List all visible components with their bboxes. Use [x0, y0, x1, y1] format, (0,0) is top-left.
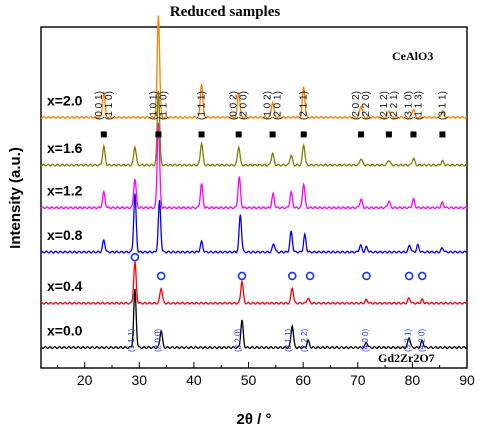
series-label: x=2.0 [47, 92, 83, 108]
gd2zr2o7-marker [305, 271, 315, 281]
hkl-label-top: (0 0 1) [94, 91, 105, 120]
x-tick-label: 50 [241, 372, 257, 388]
x-tick-label: 60 [295, 372, 311, 388]
x-tick-label: 30 [132, 372, 148, 388]
gd2zr2o7-marker [287, 271, 297, 281]
ceaalo3-marker [269, 131, 276, 138]
gd2zr2o7-hkl-labels: (1 1 1) (2 0 0) (2 2 0) (3 1 1) (2 2 2) (4 0 … [127, 329, 427, 352]
hkl-label-top: (1 1 0) [158, 91, 169, 120]
trace-x1-2 [40, 122, 468, 210]
hkl-label-bottom: (3 3 1) [403, 329, 412, 352]
series-label: x=0.8 [47, 227, 83, 243]
hkl-label-bottom: (1 1 1) [127, 329, 136, 352]
phase-label-top: CeAlO3 [392, 49, 433, 63]
x-tick-label: 40 [186, 372, 202, 388]
ceaalo3-marker [300, 131, 307, 138]
hkl-label-top: (2 1 1) [299, 91, 310, 120]
ceaalo3-marker [358, 131, 365, 138]
hkl-label-top: (1 1 0) [104, 91, 115, 120]
hkl-label-top: (3 1 1) [437, 91, 448, 120]
hkl-label-top: (2 0 2) [351, 91, 362, 120]
gd2zr2o7-marker [156, 271, 166, 281]
x-axis: 20 30 40 50 60 70 80 90 [56, 362, 475, 388]
hkl-label-top: (2 1 2) [379, 91, 390, 120]
gd2zr2o7-marker [130, 252, 140, 262]
gd2zr2o7-marker [417, 271, 427, 281]
phase-label-bottom: Gd2Zr2O7 [378, 351, 435, 365]
hkl-label-top: (1 1 1) [197, 91, 208, 120]
trace-x0-0 [40, 288, 468, 350]
ceaalo3-hkl-labels: (0 0 1) (1 1 0) (1 0 1) (1 1 0) (1 1 1) (0 0 … [94, 91, 449, 120]
ceaalo3-marker [385, 131, 392, 138]
gd2zr2o7-marker [362, 271, 371, 281]
ceaalo3-marker [235, 131, 242, 138]
hkl-label-top: (0 0 2) [229, 91, 240, 120]
hkl-label-top: (1 1 3) [413, 91, 424, 120]
gd2zr2o7-marker [237, 271, 247, 281]
hkl-label-top: (3 1 0) [403, 91, 414, 120]
ceaalo3-marker [100, 131, 107, 138]
x-tick-label: 70 [350, 372, 366, 388]
series-labels: x=0.0 x=0.4 x=0.8 x=1.2 x=1.6 x=2.0 [47, 92, 83, 338]
ceaalo3-marker [439, 131, 446, 138]
x-tick-label: 20 [77, 372, 93, 388]
plot-frame [40, 26, 468, 369]
hkl-label-top: (2 2 1) [389, 91, 400, 120]
gd2zr2o7-marker [404, 271, 414, 281]
hkl-label-bottom: (3 1 1) [284, 329, 293, 352]
trace-x0-4 [40, 261, 468, 305]
hkl-label-bottom: (4 2 0) [418, 329, 427, 352]
hkl-label-top: (2 0 0) [239, 91, 250, 120]
series-label: x=0.4 [47, 278, 83, 294]
trace-x2-0 [40, 15, 468, 119]
y-axis-label: Intensity (a.u.) [7, 147, 24, 249]
series-label: x=1.6 [47, 140, 83, 156]
series-label: x=0.0 [47, 323, 83, 339]
chart-title: Reduced samples [170, 4, 281, 20]
phase-top-text: CeAlO3 [392, 49, 433, 63]
phase-markers [100, 131, 446, 281]
x-axis-label: 2θ / ° [237, 411, 272, 428]
x-tick-label: 90 [459, 372, 475, 388]
hkl-label-bottom: (2 2 0) [234, 329, 243, 352]
ceaalo3-marker [155, 131, 162, 138]
ceaalo3-marker [198, 131, 205, 138]
phase-bottom-text: Gd2Zr2O7 [378, 351, 435, 365]
trace-x1-6 [40, 90, 468, 167]
x-tick-label: 80 [405, 372, 421, 388]
ceaalo3-marker [410, 131, 417, 138]
hkl-label-bottom: (2 2 2) [300, 329, 309, 352]
hkl-label-top: (1 0 2) [263, 91, 274, 120]
hkl-label-top: (2 0 1) [273, 91, 284, 120]
trace-x0-8 [40, 193, 468, 254]
hkl-label-bottom: (2 0 0) [153, 329, 162, 352]
hkl-label-top: (2 2 0) [361, 91, 372, 120]
series-label: x=1.2 [47, 183, 83, 199]
hkl-label-top: (1 0 1) [148, 91, 159, 120]
traces [40, 15, 468, 350]
hkl-label-bottom: (4 0 0) [361, 329, 370, 352]
